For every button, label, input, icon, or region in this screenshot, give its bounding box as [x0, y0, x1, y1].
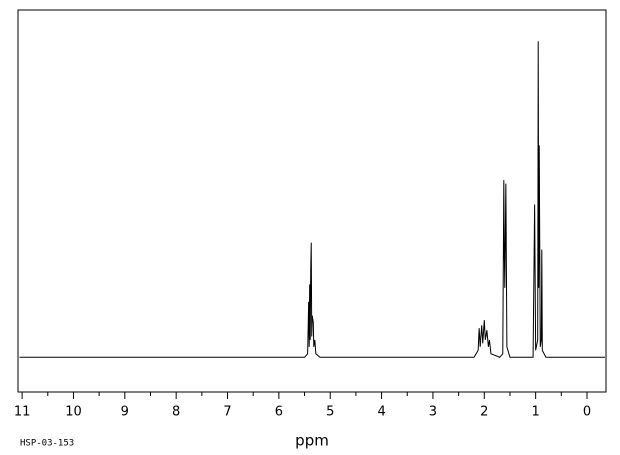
x-tick-label: 4 [377, 405, 385, 420]
x-tick-label: 8 [172, 405, 180, 420]
x-tick-label: 7 [223, 405, 231, 420]
x-tick-label: 6 [275, 405, 283, 420]
x-tick-label: 5 [326, 405, 334, 420]
plot-frame [17, 9, 607, 393]
x-tick-label: 10 [65, 405, 82, 420]
footnote: HSP-03-153 [20, 439, 74, 449]
spectrum-line [19, 41, 605, 358]
x-tick-label: 1 [532, 405, 540, 420]
x-tick-label: 3 [429, 405, 437, 420]
x-tick-label: 11 [14, 405, 31, 420]
x-tick-label: 9 [121, 405, 129, 420]
x-tick-label: 0 [583, 405, 591, 420]
x-tick-label: 2 [480, 405, 488, 420]
x-axis-label: ppm [295, 432, 329, 450]
